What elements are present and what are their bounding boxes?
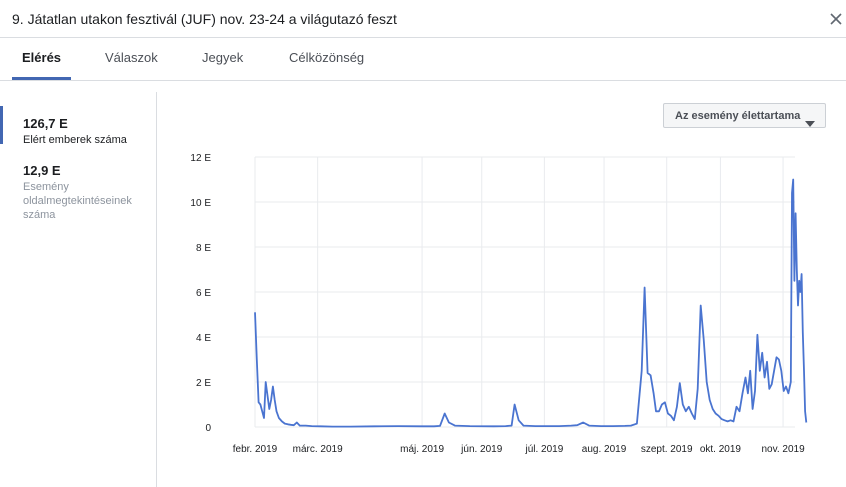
tab-responses[interactable]: Válaszok	[105, 50, 158, 65]
active-tab-indicator	[12, 77, 71, 80]
x-tick-label: júl. 2019	[524, 444, 563, 455]
reach-series-line	[254, 178, 808, 428]
tab-bar: Elérés Válaszok Jegyek Célközönség	[0, 38, 846, 81]
x-tick-label: febr. 2019	[233, 444, 278, 455]
x-tick-label: szept. 2019	[641, 444, 693, 455]
x-tick-label: márc. 2019	[293, 444, 343, 455]
selected-metric-indicator	[0, 106, 3, 144]
time-range-label: Az esemény élettartama	[675, 110, 801, 122]
x-tick-label: aug. 2019	[582, 444, 627, 455]
y-tick-label: 8 E	[196, 243, 211, 254]
y-tick-label: 0	[205, 423, 211, 434]
dialog-title: 9. Játatlan utakon fesztivál (JUF) nov. …	[12, 11, 397, 27]
tab-reach[interactable]: Elérés	[22, 50, 62, 65]
metric-reach-label[interactable]: Elért emberek száma	[23, 134, 127, 146]
x-tick-label: máj. 2019	[400, 444, 444, 455]
x-tick-label: nov. 2019	[761, 444, 805, 455]
dialog-header: 9. Játatlan utakon fesztivál (JUF) nov. …	[0, 0, 846, 38]
y-tick-label: 2 E	[196, 378, 211, 389]
metrics-sidebar: 126,7 E Elért emberek száma 12,9 E Esemé…	[0, 92, 157, 487]
reach-line-chart: 0 2 E 4 E 6 E 8 E 10 E 12 E febr. 2019 márc. 201…	[190, 153, 808, 455]
caret-down-icon	[805, 114, 815, 132]
metric-pageviews-value[interactable]: 12,9 E	[23, 163, 61, 178]
y-tick-label: 6 E	[196, 288, 211, 299]
y-tick-label: 10 E	[190, 198, 211, 209]
close-icon[interactable]	[826, 9, 846, 29]
x-tick-label: okt. 2019	[700, 444, 742, 455]
tab-audience[interactable]: Célközönség	[289, 50, 365, 65]
tab-tickets[interactable]: Jegyek	[202, 50, 244, 65]
metric-reach-value[interactable]: 126,7 E	[23, 116, 68, 131]
time-range-dropdown[interactable]: Az esemény élettartama	[663, 103, 826, 128]
y-tick-label: 4 E	[196, 333, 211, 344]
metric-pageviews-label[interactable]: Esemény oldalmegtekintéseinek száma	[23, 181, 132, 221]
y-tick-label: 12 E	[190, 153, 211, 164]
x-tick-label: jún. 2019	[460, 444, 503, 455]
